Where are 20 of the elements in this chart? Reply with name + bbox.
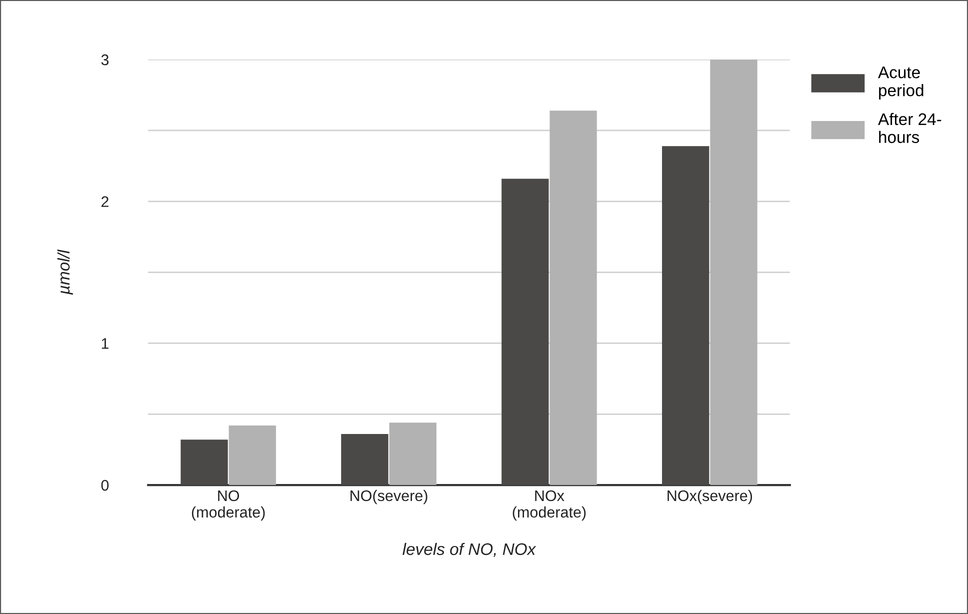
bar [550,110,597,486]
bar [389,422,436,486]
y-axis-title: µmol/l [57,250,73,295]
bar [341,434,388,486]
y-tick-label: 1 [102,338,108,349]
bar [502,178,549,486]
bar [710,60,758,486]
legend-label: Acute period [878,66,924,100]
y-tick-label: 2 [101,196,108,207]
y-tick-label: 0 [101,480,109,491]
x-axis-title: levels of NO, NOx [402,542,536,558]
bar [228,425,276,486]
legend-label: After 24- hours [878,112,942,144]
x-tick-label: NOx (moderate) [512,490,586,521]
x-tick-label: NO(severe) [350,490,428,504]
y-tick-label: 3 [101,54,109,66]
x-tick-label: NOx(severe) [668,490,752,504]
x-tick-label: NO (moderate) [192,490,265,521]
bar [180,440,228,486]
bar [662,146,710,486]
